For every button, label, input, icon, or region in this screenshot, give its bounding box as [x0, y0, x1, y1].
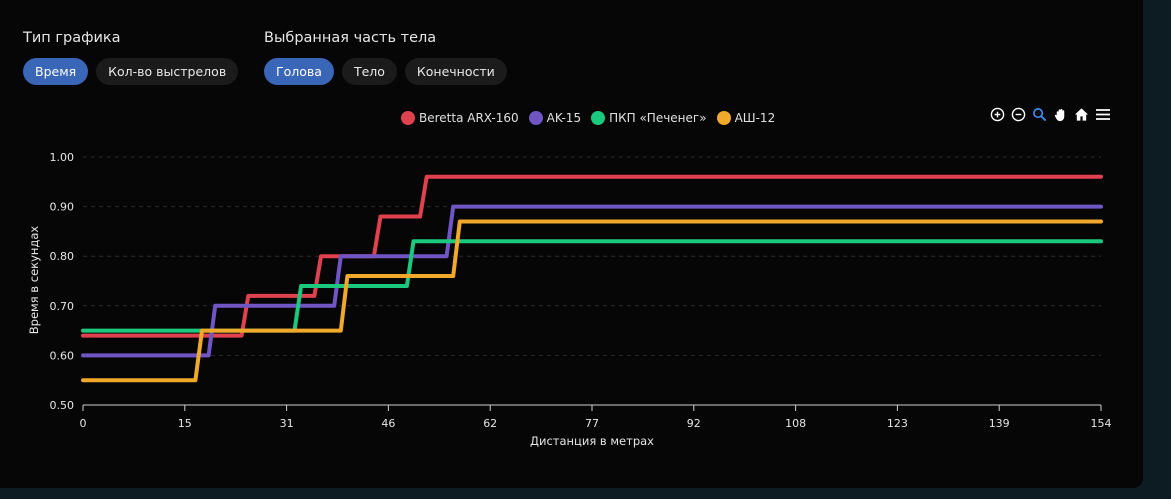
legend-marker — [401, 111, 415, 125]
chart-legend: Beretta ARX-160 AK-15 ПКП «Печенег» АШ-1… — [401, 111, 775, 125]
x-tick-label: 31 — [280, 417, 294, 430]
legend-item-beretta[interactable]: Beretta ARX-160 — [401, 111, 519, 125]
legend-marker — [528, 111, 543, 125]
axes: 0.50 0.60 0.70 0.80 0.90 1.00 0 15 31 46 62 77 92 108… — [50, 151, 1112, 430]
legend-label: Beretta ARX-160 — [419, 111, 519, 125]
home-icon[interactable] — [1073, 106, 1090, 123]
x-tick-label: 77 — [585, 417, 599, 430]
chart-type-option-time[interactable]: Время — [23, 58, 89, 85]
legend-label: ПКП «Печенег» — [609, 111, 707, 125]
y-tick-label: 0.80 — [50, 250, 75, 263]
grid — [83, 156, 1101, 406]
legend-label: АШ-12 — [734, 111, 776, 125]
body-part-option-body[interactable]: Тело — [341, 58, 397, 85]
x-tick-label: 123 — [887, 417, 908, 430]
x-tick-label: 0 — [80, 417, 87, 430]
x-tick-label: 15 — [178, 417, 192, 430]
pan-icon[interactable] — [1052, 106, 1069, 123]
menu-icon[interactable] — [1094, 106, 1111, 123]
x-tick-label: 154 — [1091, 417, 1112, 430]
x-tick-label: 108 — [785, 417, 806, 430]
y-tick-label: 0.90 — [50, 201, 75, 214]
chart-type-option-shots[interactable]: Кол-во выстрелов — [96, 58, 239, 85]
body-part-option-limbs[interactable]: Конечности — [404, 58, 507, 85]
y-tick-label: 0.70 — [50, 300, 75, 313]
series-line-3[interactable] — [81, 219, 1103, 383]
series — [81, 174, 1103, 383]
y-tick-label: 1.00 — [50, 151, 75, 164]
legend-marker — [716, 111, 731, 125]
body-part-option-head[interactable]: Голова — [264, 58, 334, 85]
body-part-group: Выбранная часть тела Голова Тело Конечно… — [264, 30, 507, 85]
x-tick-label: 62 — [483, 417, 497, 430]
legend-marker — [591, 111, 606, 125]
y-tick-label: 0.60 — [50, 349, 75, 362]
chart-type-group: Тип графика Время Кол-во выстрелов — [23, 30, 239, 85]
zoom-in-icon[interactable] — [989, 106, 1006, 123]
series-line-2[interactable] — [81, 239, 1103, 333]
y-axis-title: Время в секундах — [27, 226, 41, 335]
chart-toolbar — [989, 106, 1111, 123]
chart-card: Тип графика Время Кол-во выстрелов Выбра… — [0, 0, 1143, 488]
y-tick-label: 0.50 — [50, 399, 75, 412]
x-tick-label: 92 — [687, 417, 701, 430]
body-part-label: Выбранная часть тела — [264, 30, 437, 46]
zoom-select-icon[interactable] — [1031, 106, 1048, 123]
series-line-1[interactable] — [81, 204, 1103, 358]
x-tick-label: 139 — [989, 417, 1010, 430]
legend-item-pkp[interactable]: ПКП «Печенег» — [591, 111, 707, 125]
x-axis-title: Дистанция в метрах — [530, 434, 654, 448]
legend-label: AK-15 — [546, 111, 582, 125]
zoom-out-icon[interactable] — [1010, 106, 1027, 123]
legend-item-ak15[interactable]: AK-15 — [528, 111, 582, 125]
chart-type-label: Тип графика — [23, 30, 121, 46]
x-tick-label: 46 — [381, 417, 395, 430]
line-chart: 0.50 0.60 0.70 0.80 0.90 1.00 0 15 31 46 62 77 92 108… — [27, 151, 1112, 448]
legend-item-ash12[interactable]: АШ-12 — [716, 111, 776, 125]
